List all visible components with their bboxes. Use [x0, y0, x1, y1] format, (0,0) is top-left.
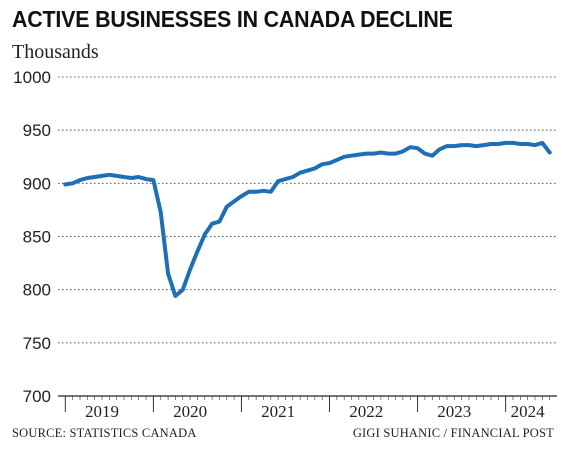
chart-title: ACTIVE BUSINESSES IN CANADA DECLINE	[12, 6, 453, 32]
y-tick-label-850: 850	[23, 228, 51, 247]
x-tick-label-2024: 2024	[511, 402, 546, 421]
x-tick-label-2020: 2020	[173, 402, 207, 421]
source-note: SOURCE: STATISTICS CANADA	[12, 426, 197, 440]
y-tick-label-800: 800	[23, 281, 51, 300]
x-tick-label-2022: 2022	[349, 402, 383, 421]
y-tick-label-700: 700	[23, 387, 51, 406]
y-tick-label-900: 900	[23, 174, 51, 193]
x-tick-label-2023: 2023	[437, 402, 471, 421]
x-tick-label-2019: 2019	[85, 402, 119, 421]
y-tick-label-750: 750	[23, 334, 51, 353]
y-axis-unit-label: Thousands	[12, 41, 99, 63]
credit-note: GIGI SUHANIC / FINANCIAL POST	[352, 426, 554, 440]
y-tick-label-950: 950	[23, 121, 51, 140]
y-tick-label-1000: 1000	[13, 68, 51, 87]
series-line-0	[63, 140, 552, 298]
x-tick-label-2021: 2021	[261, 402, 295, 421]
